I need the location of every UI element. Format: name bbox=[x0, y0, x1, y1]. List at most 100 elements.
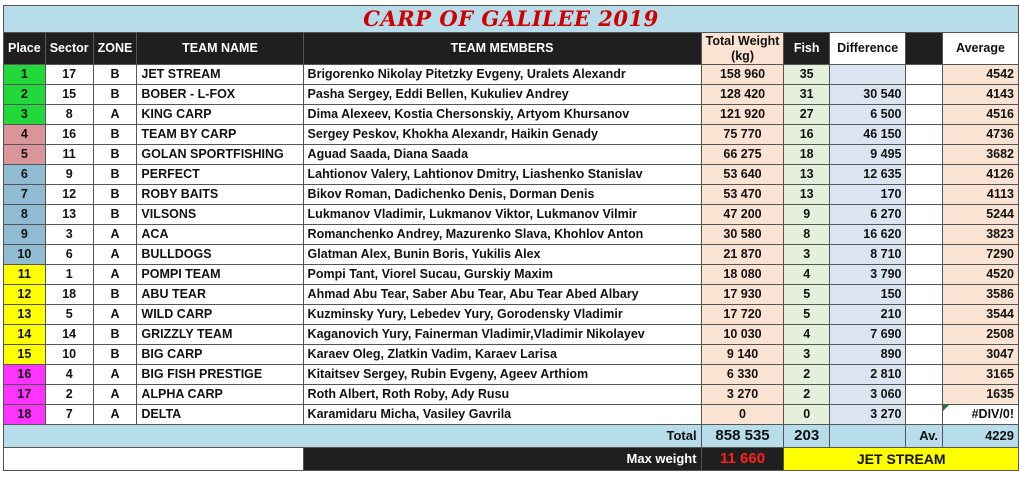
fish-cell[interactable]: 3 bbox=[783, 344, 830, 365]
team-members-cell[interactable]: Bikov Roman, Dadichenko Denis, Dorman De… bbox=[302, 184, 702, 205]
fish-cell[interactable]: 4 bbox=[783, 324, 830, 345]
place-cell[interactable]: 18 bbox=[3, 404, 46, 425]
max-weight-team[interactable]: JET STREAM bbox=[783, 447, 1019, 471]
header-team-members[interactable]: TEAM MEMBERS bbox=[302, 32, 702, 65]
team-name-cell[interactable]: ACA bbox=[136, 224, 304, 245]
average-cell[interactable]: 3823 bbox=[941, 224, 1019, 245]
difference-cell[interactable]: 46 150 bbox=[828, 124, 907, 145]
place-cell[interactable]: 3 bbox=[3, 104, 46, 125]
max-weight-label[interactable]: Max weight bbox=[302, 447, 702, 471]
spacer-cell[interactable] bbox=[905, 364, 943, 385]
fish-cell[interactable]: 8 bbox=[783, 224, 830, 245]
zone-cell[interactable]: A bbox=[92, 224, 138, 245]
average-cell[interactable]: 4736 bbox=[941, 124, 1019, 145]
header-difference[interactable]: Difference bbox=[828, 32, 907, 65]
fish-cell[interactable]: 31 bbox=[783, 84, 830, 105]
average-cell[interactable]: 3682 bbox=[941, 144, 1019, 165]
sector-cell[interactable]: 6 bbox=[44, 244, 94, 265]
difference-cell[interactable]: 890 bbox=[828, 344, 907, 365]
average-cell[interactable]: 3165 bbox=[941, 364, 1019, 385]
fish-cell[interactable]: 16 bbox=[783, 124, 830, 145]
team-name-cell[interactable]: POMPI TEAM bbox=[136, 264, 304, 285]
average-cell[interactable]: 5244 bbox=[941, 204, 1019, 225]
place-cell[interactable]: 10 bbox=[3, 244, 46, 265]
totals-label[interactable]: Total bbox=[3, 424, 702, 448]
sector-cell[interactable]: 8 bbox=[44, 104, 94, 125]
zone-cell[interactable]: B bbox=[92, 284, 138, 305]
zone-cell[interactable]: B bbox=[92, 64, 138, 85]
fish-cell[interactable]: 13 bbox=[783, 184, 830, 205]
header-sector[interactable]: Sector bbox=[44, 32, 94, 65]
spacer-cell[interactable] bbox=[905, 264, 943, 285]
zone-cell[interactable]: B bbox=[92, 124, 138, 145]
average-cell[interactable]: 3047 bbox=[941, 344, 1019, 365]
team-name-cell[interactable]: WILD CARP bbox=[136, 304, 304, 325]
spacer-cell[interactable] bbox=[905, 244, 943, 265]
difference-cell[interactable]: 2 810 bbox=[828, 364, 907, 385]
team-name-cell[interactable]: GRIZZLY TEAM bbox=[136, 324, 304, 345]
team-name-cell[interactable]: PERFECT bbox=[136, 164, 304, 185]
zone-cell[interactable]: B bbox=[92, 84, 138, 105]
average-cell[interactable]: 4143 bbox=[941, 84, 1019, 105]
zone-cell[interactable]: A bbox=[92, 364, 138, 385]
place-cell[interactable]: 15 bbox=[3, 344, 46, 365]
team-members-cell[interactable]: Kuzminsky Yury, Lebedev Yury, Gorodensky… bbox=[302, 304, 702, 325]
zone-cell[interactable]: B bbox=[92, 144, 138, 165]
zone-cell[interactable]: A bbox=[92, 264, 138, 285]
team-members-cell[interactable]: Ahmad Abu Tear, Saber Abu Tear, Abu Tear… bbox=[302, 284, 702, 305]
sector-cell[interactable]: 5 bbox=[44, 304, 94, 325]
total-weight-cell[interactable]: 66 275 bbox=[700, 144, 785, 165]
difference-cell[interactable]: 7 690 bbox=[828, 324, 907, 345]
totals-spacer[interactable] bbox=[828, 424, 907, 448]
sector-cell[interactable]: 1 bbox=[44, 264, 94, 285]
fish-cell[interactable]: 4 bbox=[783, 264, 830, 285]
team-name-cell[interactable]: GOLAN SPORTFISHING bbox=[136, 144, 304, 165]
difference-cell[interactable]: 6 270 bbox=[828, 204, 907, 225]
team-name-cell[interactable]: BOBER - L-FOX bbox=[136, 84, 304, 105]
average-cell[interactable]: 1635 bbox=[941, 384, 1019, 405]
total-weight-cell[interactable]: 158 960 bbox=[700, 64, 785, 85]
header-zone[interactable]: ZONE bbox=[92, 32, 138, 65]
spacer-cell[interactable] bbox=[905, 404, 943, 425]
team-members-cell[interactable]: Karamidaru Micha, Vasiley Gavrila bbox=[302, 404, 702, 425]
team-name-cell[interactable]: TEAM BY CARP bbox=[136, 124, 304, 145]
max-row-blank[interactable] bbox=[3, 447, 304, 471]
team-members-cell[interactable]: Lahtionov Valery, Lahtionov Dmitry, Lias… bbox=[302, 164, 702, 185]
difference-cell[interactable]: 3 790 bbox=[828, 264, 907, 285]
sector-cell[interactable]: 3 bbox=[44, 224, 94, 245]
difference-cell[interactable]: 3 060 bbox=[828, 384, 907, 405]
team-name-cell[interactable]: ALPHA CARP bbox=[136, 384, 304, 405]
spacer-cell[interactable] bbox=[905, 84, 943, 105]
spacer-cell[interactable] bbox=[905, 204, 943, 225]
fish-cell[interactable]: 0 bbox=[783, 404, 830, 425]
team-name-cell[interactable]: KING CARP bbox=[136, 104, 304, 125]
team-members-cell[interactable]: Romanchenko Andrey, Mazurenko Slava, Kho… bbox=[302, 224, 702, 245]
totals-weight[interactable]: 858 535 bbox=[700, 424, 785, 448]
spacer-cell[interactable] bbox=[905, 304, 943, 325]
place-cell[interactable]: 16 bbox=[3, 364, 46, 385]
sector-cell[interactable]: 13 bbox=[44, 204, 94, 225]
total-weight-cell[interactable]: 53 470 bbox=[700, 184, 785, 205]
place-cell[interactable]: 2 bbox=[3, 84, 46, 105]
totals-fish[interactable]: 203 bbox=[783, 424, 830, 448]
average-cell[interactable]: 7290 bbox=[941, 244, 1019, 265]
fish-cell[interactable]: 9 bbox=[783, 204, 830, 225]
place-cell[interactable]: 12 bbox=[3, 284, 46, 305]
total-weight-cell[interactable]: 3 270 bbox=[700, 384, 785, 405]
team-members-cell[interactable]: Karaev Oleg, Zlatkin Vadim, Karaev Laris… bbox=[302, 344, 702, 365]
zone-cell[interactable]: A bbox=[92, 244, 138, 265]
sector-cell[interactable]: 9 bbox=[44, 164, 94, 185]
average-cell[interactable]: 2508 bbox=[941, 324, 1019, 345]
team-name-cell[interactable]: ROBY BAITS bbox=[136, 184, 304, 205]
place-cell[interactable]: 17 bbox=[3, 384, 46, 405]
team-name-cell[interactable]: JET STREAM bbox=[136, 64, 304, 85]
total-weight-cell[interactable]: 17 720 bbox=[700, 304, 785, 325]
spacer-cell[interactable] bbox=[905, 64, 943, 85]
sector-cell[interactable]: 4 bbox=[44, 364, 94, 385]
average-cell[interactable]: #DIV/0! bbox=[941, 404, 1019, 425]
zone-cell[interactable]: A bbox=[92, 404, 138, 425]
team-name-cell[interactable]: BULLDOGS bbox=[136, 244, 304, 265]
spacer-cell[interactable] bbox=[905, 144, 943, 165]
sector-cell[interactable]: 15 bbox=[44, 84, 94, 105]
difference-cell[interactable]: 210 bbox=[828, 304, 907, 325]
